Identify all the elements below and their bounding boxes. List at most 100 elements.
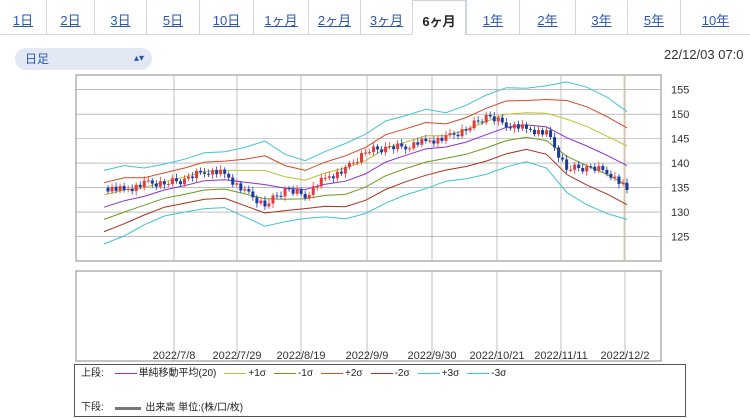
candle-body: [585, 166, 589, 172]
candle-body: [605, 169, 609, 174]
y-tick-label: 125: [671, 232, 689, 244]
tab-1[interactable]: 1日: [12, 13, 34, 28]
tab-9[interactable]: 6ヶ月: [412, 0, 466, 35]
candle-body: [351, 162, 355, 164]
candle-body: [239, 183, 243, 191]
candle-body: [412, 142, 416, 149]
candlesticks: [106, 111, 629, 210]
legend-label: 単純移動平均(20): [138, 368, 217, 379]
candle-body: [279, 195, 283, 197]
candle-body: [359, 153, 363, 163]
candle-body: [215, 170, 219, 175]
x-tick-label: 2022/8/19: [277, 350, 326, 362]
candle-body: [319, 177, 323, 187]
legend-lower-row: 下段: 出来高 単位:(株/口/枚): [81, 401, 243, 415]
candle-body: [561, 157, 565, 160]
axes: 125 130 135 140 145 150 155 2022/7/8 2022/7/29 20…: [153, 85, 690, 362]
legend: 上段: 単純移動平均(20) +1σ -1σ +2σ -2σ +3σ -3σ 下段: 出来高…: [74, 364, 686, 417]
tab-7[interactable]: 2ヶ月: [308, 0, 360, 34]
tab-6[interactable]: 1ヶ月: [253, 0, 308, 34]
candle-body: [235, 183, 239, 185]
candle-body: [448, 133, 452, 136]
candle-body: [347, 163, 351, 168]
tab-3[interactable]: 3日: [94, 0, 146, 34]
candle-body: [532, 129, 536, 135]
x-tick-label: 2022/11/11: [534, 350, 587, 362]
candle-body: [400, 143, 404, 147]
candle-body: [452, 133, 456, 135]
candle-body: [492, 116, 496, 122]
candle-body: [408, 148, 412, 150]
tab-4[interactable]: 5日: [146, 0, 199, 34]
candle-body: [267, 203, 271, 207]
candle-body: [327, 176, 331, 178]
tab-12[interactable]: 3年: [575, 0, 627, 34]
legend-swatch: [224, 372, 247, 374]
candle-body: [484, 114, 488, 123]
candle-body: [162, 181, 166, 185]
candle-body: [581, 168, 585, 172]
legend-swatch: [273, 372, 296, 374]
tab-14[interactable]: 10年: [680, 0, 750, 34]
candle-body: [480, 121, 484, 123]
candle-body: [142, 180, 146, 188]
tab-11[interactable]: 2年: [519, 0, 575, 34]
candle-body: [589, 166, 593, 168]
candle-body: [130, 188, 134, 192]
volume-panel: [75, 270, 662, 362]
candle-body: [380, 149, 384, 153]
y-tick-label: 135: [671, 183, 689, 195]
volume-swatch: [114, 406, 141, 410]
y-tick-label: 130: [671, 207, 689, 219]
candle-body: [508, 127, 512, 129]
legend-volume: 出来高 単位:(株/口/枚): [145, 402, 244, 414]
candle-body: [476, 120, 480, 122]
candle-body: [601, 166, 605, 170]
candle-body: [118, 186, 122, 191]
price-grid: [75, 74, 662, 362]
x-tick-label: 2022/9/9: [346, 350, 389, 362]
candle-body: [299, 189, 303, 194]
legend-upper-label: 上段:: [81, 368, 104, 379]
legend-lower-label: 下段:: [81, 402, 104, 413]
tab-8[interactable]: 3ヶ月: [360, 0, 412, 34]
candle-body: [516, 124, 520, 129]
legend-label: +3σ: [441, 368, 460, 379]
tab-5[interactable]: 10日: [199, 0, 253, 34]
candle-body: [376, 146, 380, 150]
candle-body: [364, 152, 367, 154]
series-line-sm3: [103, 161, 628, 245]
y-tick-label: 150: [671, 109, 689, 121]
period-select[interactable]: 日足 ▴▾: [15, 48, 152, 70]
tab-13[interactable]: 5年: [627, 0, 680, 34]
candle-body: [211, 170, 215, 175]
x-tick-label: 2022/7/8: [153, 350, 196, 362]
candle-body: [557, 147, 561, 158]
candle-body: [545, 130, 549, 135]
series-line-s1: [103, 112, 628, 196]
candle-body: [307, 194, 311, 199]
candle-body: [621, 182, 625, 184]
candle-body: [388, 146, 392, 148]
legend-item-sm3: -3σ: [467, 367, 506, 381]
series-line-s3: [103, 81, 628, 171]
legend-swatch: [114, 372, 137, 374]
tab-10[interactable]: 1年: [466, 0, 519, 34]
x-tick-label: 2022/10/21: [469, 350, 524, 362]
y-tick-label: 145: [671, 134, 689, 146]
candle-body: [114, 186, 118, 191]
candle-body: [613, 176, 617, 178]
candle-body: [203, 172, 207, 174]
candle-body: [488, 114, 492, 117]
candle-body: [166, 183, 170, 185]
candle-body: [247, 189, 251, 192]
legend-upper-row: 上段: 単純移動平均(20) +1σ -1σ +2σ -2σ +3σ -3σ: [81, 367, 514, 381]
tab-2[interactable]: 2日: [46, 0, 94, 34]
candle-body: [134, 184, 138, 192]
candle-body: [536, 130, 540, 135]
candle-body: [271, 195, 275, 204]
candle-body: [186, 176, 190, 179]
candle-body: [243, 189, 247, 191]
candle-body: [170, 178, 174, 184]
candle-body: [512, 124, 516, 129]
